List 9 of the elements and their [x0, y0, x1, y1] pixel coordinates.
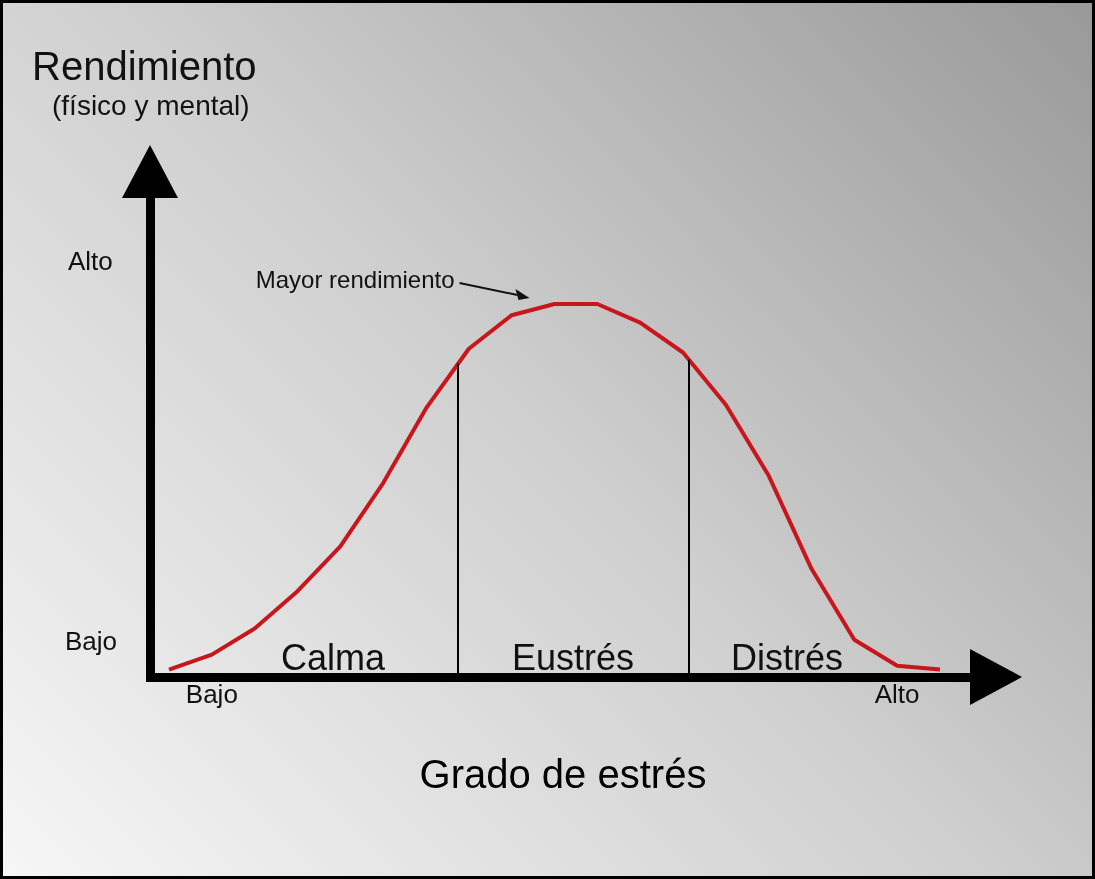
x-axis-title: Grado de estrés [419, 752, 707, 796]
text: (físico y mental) [52, 90, 250, 121]
text: Rendimiento [32, 44, 257, 88]
text: Bajo [65, 626, 118, 656]
annotation: Eustrés [511, 637, 635, 678]
text: Alto [68, 246, 113, 276]
text: Mayor rendimiento [255, 266, 455, 293]
annotation: Distrés [730, 637, 844, 678]
annotation: Calma [280, 637, 386, 678]
